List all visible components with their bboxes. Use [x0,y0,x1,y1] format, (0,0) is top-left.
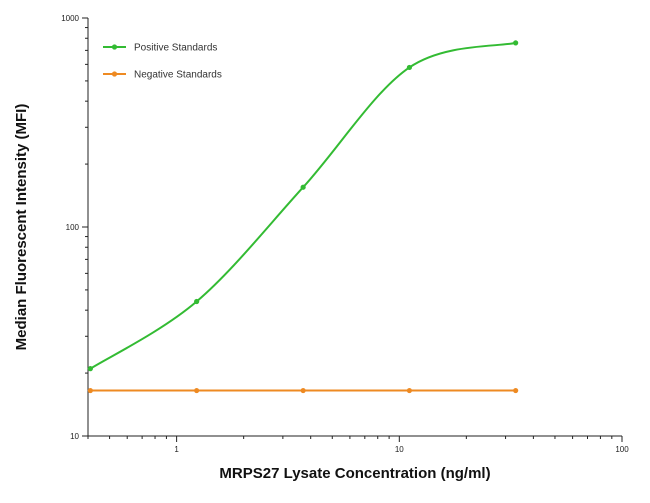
ticks: 1 10 100 10 100 1000 [61,14,629,454]
legend-label: Negative Standards [134,70,222,81]
series-0-point [300,184,306,190]
series-1-point [194,387,200,394]
series-0-point [513,40,519,46]
y-axis-title: Median Fluorescent Intensity (MFI) [13,104,30,351]
series-1-point [406,387,413,394]
series-1-point [513,387,519,394]
legend-swatch-marker [111,71,118,77]
series-0-point [87,366,93,372]
x-tick-label: 1 [174,445,179,454]
x-axis-title: MRPS27 Lysate Concentration (ng/ml) [219,465,490,482]
series [87,40,519,394]
x-tick-label: 10 [395,445,404,454]
series-line-0 [89,41,516,370]
y-tick-label: 100 [66,223,80,232]
series-0-point [194,298,200,305]
series-0-point [406,64,413,71]
x-tick-label: 100 [615,445,629,454]
y-tick-label: 1000 [61,14,79,23]
legend-label: Positive Standards [134,43,217,54]
series-1-point [300,387,306,394]
axes [87,18,622,437]
y-tick-label: 10 [70,432,79,441]
series-1-point [87,387,93,394]
legend-swatch-marker [111,44,118,50]
legend: Positive Standards Negative Standards [103,43,222,81]
